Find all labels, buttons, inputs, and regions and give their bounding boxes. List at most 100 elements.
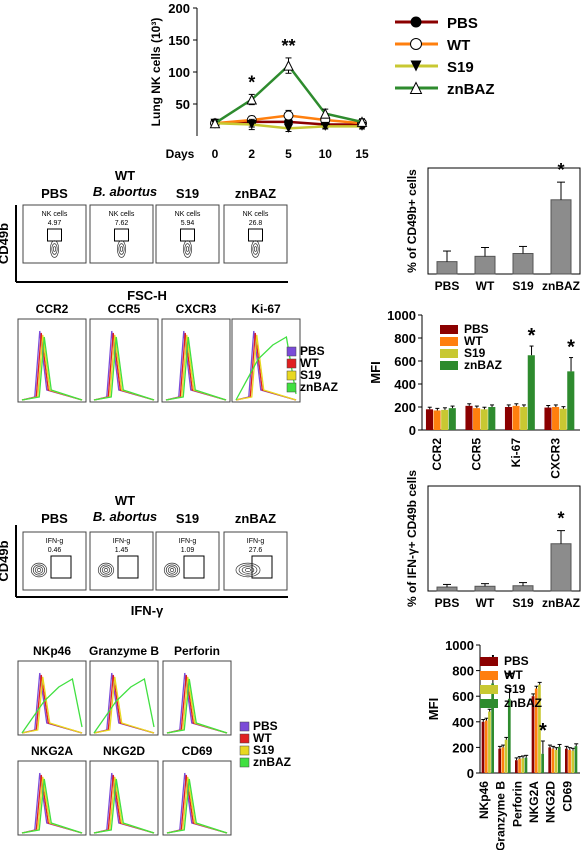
density-contour bbox=[165, 564, 179, 576]
x-tick-label: CXCR3 bbox=[549, 438, 563, 479]
gate-value: 5.94 bbox=[181, 220, 195, 227]
density-contour bbox=[235, 562, 261, 578]
marker-triangle-down bbox=[410, 60, 422, 72]
bar-PBS bbox=[436, 261, 458, 275]
y-axis-label: MFI bbox=[368, 361, 383, 383]
panel-title: PBS bbox=[41, 186, 68, 201]
density-contour bbox=[241, 566, 255, 574]
mfi_effectors-chart: 0 200 400 600 800 1000 MFI NKp46 * Granzyme B * Per… bbox=[426, 638, 580, 850]
legend-swatch-znBAZ bbox=[239, 757, 250, 768]
legend-swatch-WT bbox=[480, 671, 498, 680]
x-tick-label: CD69 bbox=[560, 781, 574, 812]
density-contour bbox=[182, 240, 193, 258]
histogram-curve bbox=[93, 778, 155, 834]
bar-CXCR3-S19 bbox=[559, 408, 567, 430]
legend-swatch-PBS bbox=[286, 346, 297, 357]
gate-box bbox=[47, 228, 62, 242]
histogram-title: Perforin bbox=[174, 644, 220, 658]
bar-znBAZ bbox=[550, 199, 572, 275]
flow-panel bbox=[89, 204, 154, 264]
y-tick-label: 400 bbox=[452, 715, 474, 730]
marker-triangle-open bbox=[409, 81, 423, 94]
panel-title: S19 bbox=[176, 511, 199, 526]
panel-title-wt: WT bbox=[115, 168, 135, 183]
histogram-curve bbox=[21, 336, 83, 401]
legend-label-znBAZ: znBAZ bbox=[300, 380, 338, 394]
histogram-title: NKp46 bbox=[33, 644, 71, 658]
significance-star: * bbox=[557, 160, 564, 180]
y-tick-label: 600 bbox=[394, 354, 416, 369]
histogram-title: CCR5 bbox=[108, 302, 141, 316]
y-tick-label: 200 bbox=[168, 1, 190, 16]
x-axis-label: Days bbox=[166, 147, 195, 161]
legend-label-WT: WT bbox=[464, 334, 483, 348]
bar-Granzyme B-PBS bbox=[498, 748, 502, 773]
density-contour bbox=[118, 243, 125, 255]
bar-CD69-S19 bbox=[571, 750, 575, 773]
bar-Perforin-PBS bbox=[515, 760, 518, 773]
flow-panel bbox=[223, 204, 288, 264]
legend-swatch-S19 bbox=[440, 349, 458, 358]
gate-value: 26.8 bbox=[249, 220, 263, 227]
bar-NKG2A-znBAZ bbox=[541, 753, 544, 773]
legend-label-znBAZ: znBAZ bbox=[447, 81, 495, 98]
bar-Ki-67-WT bbox=[512, 405, 520, 430]
gate-box bbox=[50, 555, 72, 579]
bar-WT bbox=[474, 585, 496, 592]
histogram-curve bbox=[21, 778, 83, 834]
bar-Granzyme B-WT bbox=[501, 747, 505, 773]
density-contour bbox=[184, 243, 191, 255]
legend-label-WT: WT bbox=[253, 731, 272, 745]
histogram-title: Granzyme B bbox=[89, 644, 159, 658]
histogram-curve bbox=[93, 677, 155, 734]
legend-swatch-PBS bbox=[239, 721, 250, 732]
cd49b_percent-chart: PBS WT S19 znBAZ * % of CD49b+ cells bbox=[405, 160, 581, 293]
legend-label-PBS: PBS bbox=[253, 719, 278, 733]
x-tick-label: CCR5 bbox=[470, 438, 484, 471]
density-contour bbox=[250, 240, 261, 258]
histogram-title: CD69 bbox=[182, 744, 213, 758]
gate-box bbox=[248, 228, 263, 242]
density-contour bbox=[116, 240, 127, 258]
x-tick-label: NKp46 bbox=[477, 781, 491, 819]
histogram-curve bbox=[21, 676, 83, 734]
legend-label-S19: S19 bbox=[253, 743, 275, 757]
y-tick-label: 800 bbox=[394, 331, 416, 346]
histogram-title: NKG2A bbox=[31, 744, 73, 758]
bar-NKp46-WT bbox=[484, 720, 488, 773]
marker-triangle-open bbox=[246, 93, 258, 105]
mfi_receptors-chart: 0 200 400 600 800 1000 MFI CCR2 CCR5 Ki-67 * CXCR3 *… bbox=[368, 308, 580, 479]
legend-swatch-PBS bbox=[480, 657, 498, 666]
gate-label: NK cells bbox=[175, 211, 201, 218]
marker-triangle-down bbox=[247, 119, 257, 129]
marker-triangle-open bbox=[283, 59, 294, 71]
panel-title-wt: WT bbox=[115, 493, 135, 508]
gate-value: 1.09 bbox=[181, 547, 195, 554]
density-contour bbox=[101, 566, 111, 574]
bar-CCR5-znBAZ bbox=[488, 407, 496, 430]
bar-CXCR3-PBS bbox=[544, 407, 552, 430]
density-contour bbox=[169, 568, 175, 572]
flow-panel bbox=[155, 204, 220, 264]
density-contour bbox=[244, 568, 252, 572]
bar-NKG2D-S19 bbox=[554, 749, 558, 773]
legend-label-PBS: PBS bbox=[464, 322, 489, 336]
bar-CD69-znBAZ bbox=[574, 746, 578, 773]
density-contour bbox=[97, 562, 115, 578]
significance-star: * bbox=[248, 72, 255, 92]
bar-CCR2-S19 bbox=[441, 409, 449, 430]
marker-triangle-down bbox=[320, 121, 330, 131]
x-tick-label: Ki-67 bbox=[509, 438, 523, 468]
gate-value: 4.97 bbox=[48, 220, 62, 227]
density-contour bbox=[163, 562, 181, 578]
gate-label: NK cells bbox=[109, 211, 135, 218]
bar-Perforin-WT bbox=[518, 758, 521, 773]
bar-NKG2D-znBAZ bbox=[557, 746, 561, 773]
x-tick-label: znBAZ bbox=[542, 279, 580, 293]
y-axis-label: % of CD49b+ cells bbox=[405, 169, 419, 273]
legend-swatch-znBAZ bbox=[480, 699, 498, 708]
gate-box bbox=[183, 555, 205, 579]
bar-Perforin-S19 bbox=[521, 758, 525, 773]
